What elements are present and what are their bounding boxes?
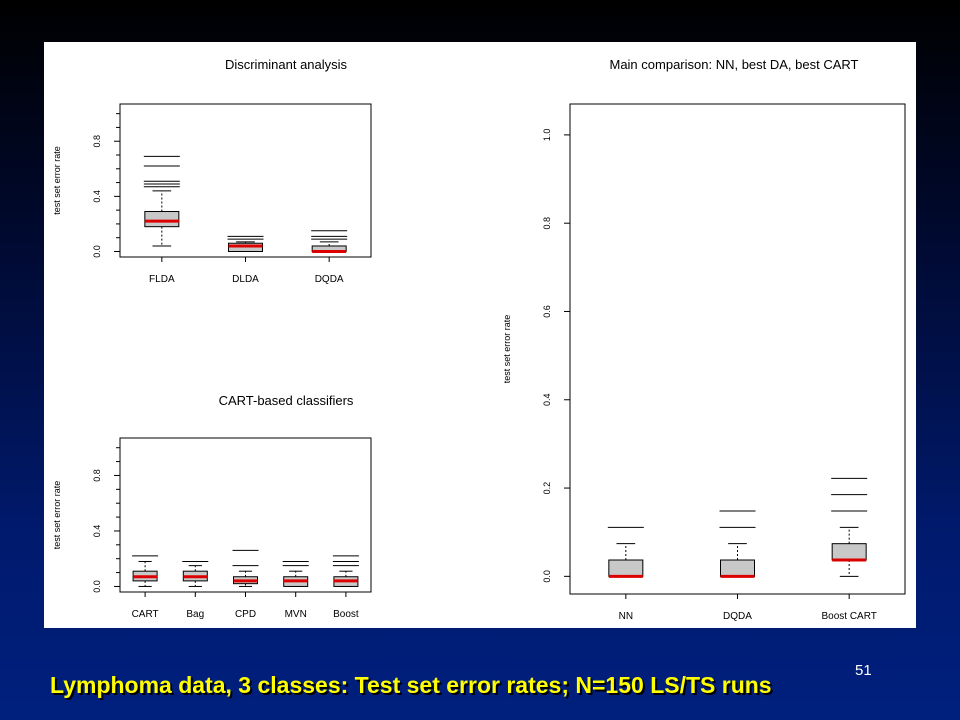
y-tick-label: 0.6 xyxy=(542,305,552,318)
y-axis-label: test set error rate xyxy=(502,315,512,384)
x-tick-label: FLDA xyxy=(149,274,175,285)
boxplot-chart-2: CART-based classifiers 0.0 0.4 0.8 test set … xyxy=(52,393,372,620)
x-tick-label: DQDA xyxy=(315,274,344,285)
y-tick-label: 0.4 xyxy=(542,394,552,407)
iqr-box xyxy=(144,211,180,228)
iqr-box xyxy=(608,559,644,577)
iqr-box xyxy=(720,559,755,577)
x-tick-label: DLDA xyxy=(232,274,259,285)
x-tick-label: DQDA xyxy=(723,611,752,622)
y-tick-label: 0.0 xyxy=(92,580,102,593)
x-tick-label: CPD xyxy=(235,609,256,620)
x-tick-label: Boost xyxy=(333,609,359,620)
y-tick-label: 0.2 xyxy=(542,482,552,495)
slide-number: 51 xyxy=(855,662,872,679)
y-axis-label: test set error rate xyxy=(52,146,62,215)
iqr-box xyxy=(831,543,867,561)
boxplot-figure: Discriminant analysis 0.0 0.4 0.8 test set e… xyxy=(52,57,906,622)
chart-title: Discriminant analysis xyxy=(225,57,348,72)
x-tick-label: CART xyxy=(132,609,159,620)
plot-frame xyxy=(119,103,372,258)
slide-caption: Lymphoma data, 3 classes: Test set error… xyxy=(50,672,772,698)
plot-frame xyxy=(119,437,372,593)
boxplot-chart-1: Discriminant analysis 0.0 0.4 0.8 test set e… xyxy=(52,57,372,285)
x-tick-label: MVN xyxy=(285,609,307,620)
y-tick-label: 0.8 xyxy=(542,217,552,230)
chart-title: CART-based classifiers xyxy=(219,393,354,408)
y-tick-label: 0.0 xyxy=(542,570,552,583)
x-tick-label: Bag xyxy=(186,609,204,620)
y-tick-label: 1.0 xyxy=(542,129,552,142)
y-tick-label: 0.8 xyxy=(92,469,102,482)
y-axis-label: test set error rate xyxy=(52,481,62,550)
y-tick-label: 0.0 xyxy=(92,245,102,258)
y-tick-label: 0.4 xyxy=(92,190,102,203)
y-tick-label: 0.4 xyxy=(92,525,102,538)
figure-panel: Discriminant analysis 0.0 0.4 0.8 test set e… xyxy=(44,42,916,628)
x-tick-label: NN xyxy=(619,611,633,622)
plot-frame xyxy=(569,103,906,595)
boxplot-chart-3: Main comparison: NN, best DA, best CART 0… xyxy=(502,57,906,622)
y-tick-label: 0.8 xyxy=(92,135,102,148)
x-tick-label: Boost CART xyxy=(821,611,876,622)
chart-title: Main comparison: NN, best DA, best CART xyxy=(609,57,858,72)
